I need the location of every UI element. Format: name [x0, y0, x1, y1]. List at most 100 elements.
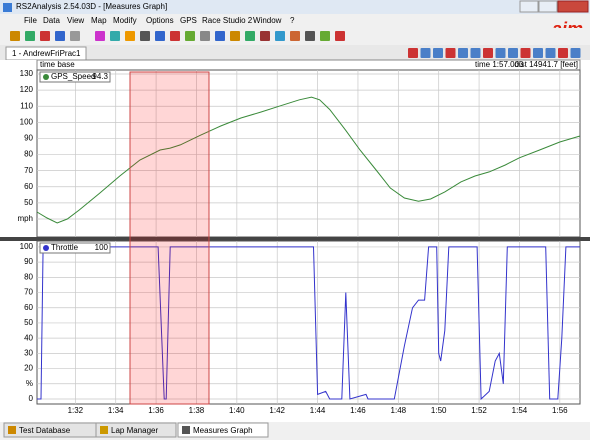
toolbar-button[interactable]: [260, 31, 270, 41]
legend-box: [39, 71, 111, 83]
menu-item[interactable]: Map: [91, 16, 107, 25]
y-tick-label: 80: [24, 150, 33, 159]
x-tick-label: 1:56: [552, 406, 568, 415]
legend-marker: [43, 74, 49, 80]
toolbar-button[interactable]: [230, 31, 240, 41]
y-tick-label: 70: [24, 166, 33, 175]
toolbar-button[interactable]: [70, 31, 80, 41]
menu-item[interactable]: Modify: [113, 16, 137, 25]
x-tick-label: 1:44: [310, 406, 326, 415]
maximize-button[interactable]: [538, 0, 558, 13]
x-tick-label: 1:46: [350, 406, 366, 415]
x-tick-label: 1:42: [269, 406, 285, 415]
bottom-tab[interactable]: [177, 422, 269, 438]
toolbar-button[interactable]: [305, 31, 315, 41]
toolbar-button[interactable]: [155, 31, 165, 41]
x-tick-label: 1:36: [148, 406, 164, 415]
bottom-tab[interactable]: [95, 422, 177, 438]
bottom-tabs: Test Database Lap Manager Measures Graph: [3, 422, 269, 438]
toolbar-button[interactable]: [95, 31, 105, 41]
x-tick-label: 1:48: [391, 406, 407, 415]
legend-name: Throttle: [51, 243, 79, 252]
x-tick-label: 1:32: [68, 406, 84, 415]
graph-tool-button[interactable]: [558, 48, 568, 58]
menu-item[interactable]: Window: [253, 16, 282, 25]
y-tick-label: 120: [20, 85, 34, 94]
legend-marker: [43, 245, 49, 251]
data-line: [36, 96, 581, 224]
y-tick-label: 50: [24, 318, 33, 327]
bottom-tab-label: Measures Graph: [193, 426, 253, 435]
toolbar-button[interactable]: [140, 31, 150, 41]
menu-item[interactable]: Options: [146, 16, 174, 25]
graph-tool-button[interactable]: [483, 48, 493, 58]
toolbar-button[interactable]: [185, 31, 195, 41]
menu-item[interactable]: Race Studio 2: [202, 16, 253, 25]
graph-tool-button[interactable]: [520, 48, 531, 58]
toolbar-button[interactable]: [335, 31, 345, 41]
legend-box: [39, 242, 111, 254]
cursor-distance: dist 14941.7 [feet]: [514, 60, 578, 69]
y-tick-label: 110: [20, 101, 33, 110]
y-tick-label: 50: [24, 198, 33, 207]
x-tick-label: 1:40: [229, 406, 245, 415]
graph-tool-button[interactable]: [408, 48, 418, 58]
menu-item[interactable]: Data: [43, 16, 60, 25]
graph-tool-button[interactable]: [458, 48, 468, 58]
y-tick-label: 60: [24, 303, 33, 312]
graph-tool-button[interactable]: [495, 48, 506, 58]
graph-tool-button[interactable]: [508, 48, 518, 58]
menu-item[interactable]: ?: [290, 16, 295, 25]
close-button[interactable]: [557, 0, 589, 13]
toolbar-button[interactable]: [55, 31, 65, 41]
document-tab-label: 1 - AndrewFriPrac1: [12, 49, 81, 58]
chart-separator[interactable]: [0, 237, 590, 241]
toolbar-icons: [10, 31, 345, 41]
graph-tool-button[interactable]: [533, 48, 543, 58]
toolbar-button[interactable]: [215, 31, 225, 41]
cursor-time: time 1:57.000: [475, 60, 524, 69]
toolbar-button[interactable]: [110, 31, 120, 41]
graph-tool-button[interactable]: [470, 48, 481, 58]
selection-range[interactable]: [129, 71, 210, 405]
toolbar-button[interactable]: [170, 31, 180, 41]
y-tick-label: 20: [24, 364, 33, 373]
minimize-button[interactable]: [519, 0, 539, 13]
y-tick-label: 40: [24, 333, 33, 342]
toolbar-button[interactable]: [25, 31, 35, 41]
toolbar-button[interactable]: [10, 31, 20, 41]
bottom-tab-label: Test Database: [19, 426, 71, 435]
y-tick-label: 100: [20, 117, 34, 126]
toolbar-button[interactable]: [125, 31, 135, 41]
toolbar-button[interactable]: [320, 31, 330, 41]
toolbar-button[interactable]: [275, 31, 285, 41]
graph-toolbar: [408, 48, 581, 58]
menu-item[interactable]: View: [67, 16, 84, 25]
x-tick-label: 1:50: [431, 406, 447, 415]
toolbar-button[interactable]: [40, 31, 50, 41]
legend-name: GPS_Speed: [51, 72, 95, 81]
graph-tool-button[interactable]: [445, 48, 456, 58]
tab-icon: [182, 426, 190, 434]
graph-tool-button[interactable]: [570, 48, 581, 58]
toolbar-button[interactable]: [200, 31, 210, 41]
app-icon: [3, 3, 12, 12]
y-tick-label: 0: [29, 394, 34, 403]
graph-tool-button[interactable]: [433, 48, 443, 58]
menu-item[interactable]: GPS: [180, 16, 197, 25]
legend-value: 94.3: [92, 72, 108, 81]
y-tick-label: %: [26, 379, 33, 388]
bottom-tab-label: Lap Manager: [111, 426, 158, 435]
plots: 130 120 110 100 90 80 70 60 50 mph 100 90 80 70 60 50 40…: [17, 69, 581, 415]
menu-item[interactable]: File: [24, 16, 37, 25]
y-tick-label: 60: [24, 182, 33, 191]
graph-tool-button[interactable]: [545, 48, 556, 58]
graph-tool-button[interactable]: [420, 48, 431, 58]
tab-icon: [100, 426, 108, 434]
toolbar-button[interactable]: [290, 31, 300, 41]
toolbar-button[interactable]: [245, 31, 255, 41]
y-tick-label: mph: [17, 214, 33, 223]
x-tick-label: 1:34: [108, 406, 124, 415]
